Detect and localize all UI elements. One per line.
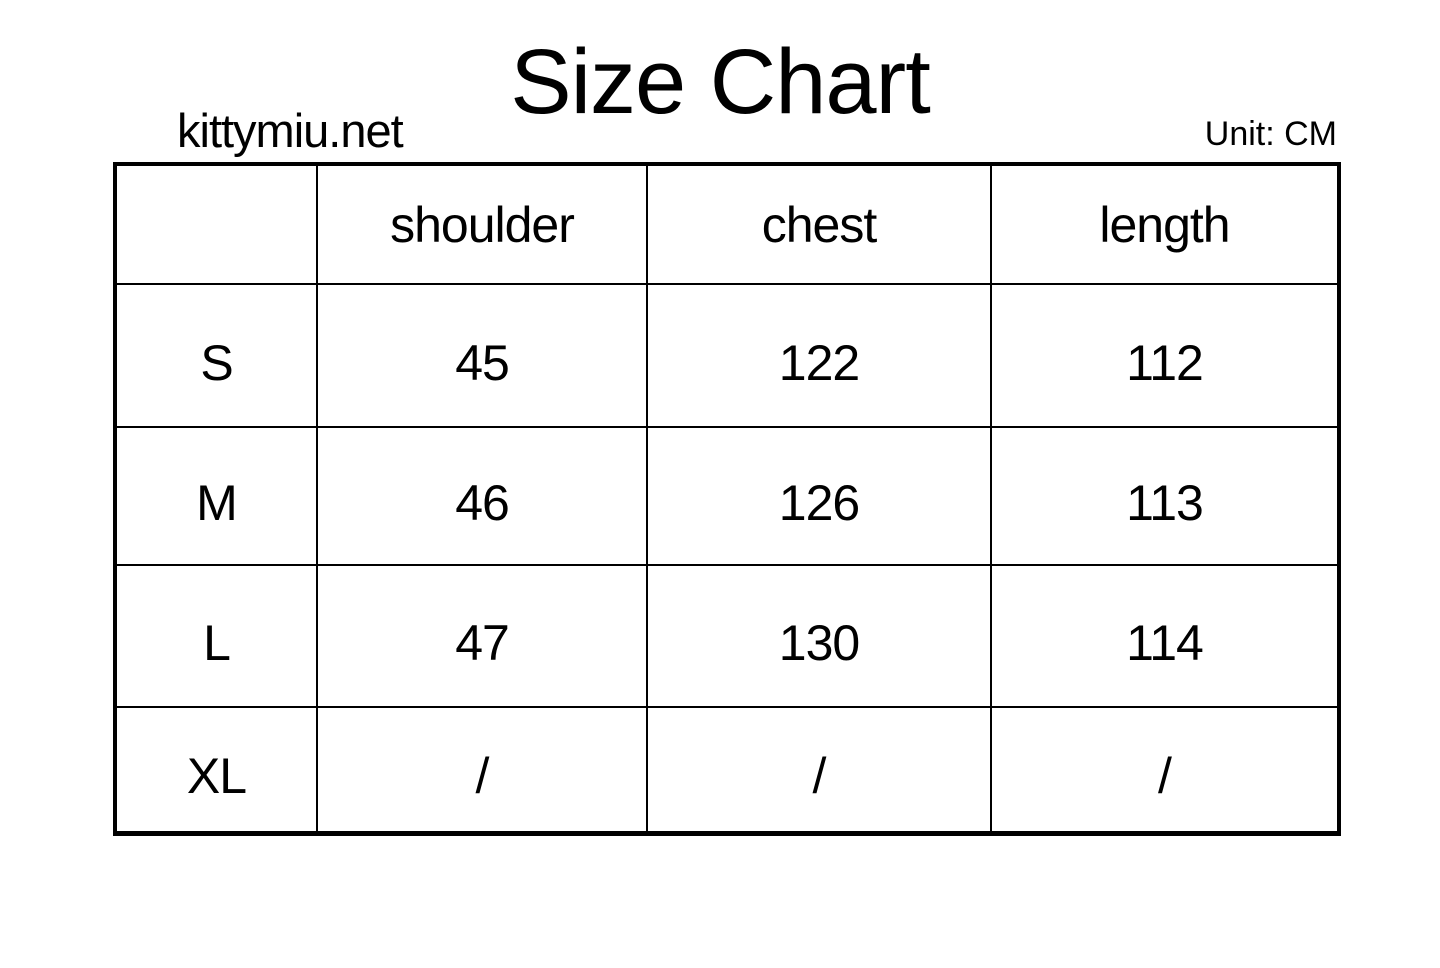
table-row-xl: XL / / / — [114, 706, 1340, 834]
table-row-m: M 46 126 113 — [114, 426, 1340, 566]
cell-l-shoulder: 47 — [316, 564, 648, 708]
cell-xl-shoulder: / — [316, 706, 648, 834]
cell-l-length: 114 — [990, 564, 1340, 708]
row-label-m: M — [114, 426, 318, 566]
col-header-shoulder: shoulder — [316, 163, 648, 285]
col-header-empty — [114, 163, 318, 285]
col-header-length: length — [990, 163, 1340, 285]
page-title: Size Chart — [510, 31, 931, 133]
cell-m-chest: 126 — [646, 426, 992, 566]
row-label-l: L — [114, 564, 318, 708]
table-header-row: shoulder chest length — [114, 163, 1340, 285]
cell-l-chest: 130 — [646, 564, 992, 708]
size-chart-table: shoulder chest length S 45 122 112 M 46 … — [113, 162, 1341, 836]
cell-s-shoulder: 45 — [316, 283, 648, 428]
cell-m-length: 113 — [990, 426, 1340, 566]
table-row-s: S 45 122 112 — [114, 283, 1340, 428]
row-label-xl: XL — [114, 706, 318, 834]
cell-xl-length: / — [990, 706, 1340, 834]
cell-s-length: 112 — [990, 283, 1340, 428]
unit-label: Unit: CM — [1204, 115, 1337, 153]
row-label-s: S — [114, 283, 318, 428]
table-row-l: L 47 130 114 — [114, 564, 1340, 708]
cell-s-chest: 122 — [646, 283, 992, 428]
col-header-chest: chest — [646, 163, 992, 285]
site-label: kittymiu.net — [177, 104, 404, 157]
cell-xl-chest: / — [646, 706, 992, 834]
cell-m-shoulder: 46 — [316, 426, 648, 566]
